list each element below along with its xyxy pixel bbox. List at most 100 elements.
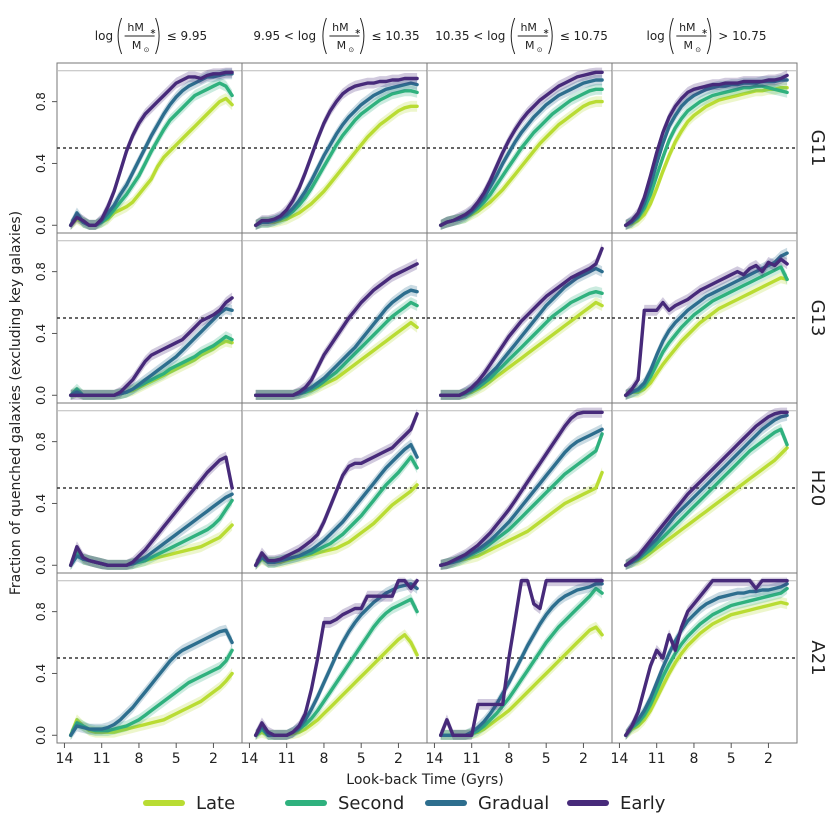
column-header-3: 10.35 < log hM ∗ M ⊙ ≤ 10.75 bbox=[435, 17, 608, 55]
band-late bbox=[440, 96, 603, 230]
line-second bbox=[624, 427, 789, 567]
left-paren bbox=[669, 17, 674, 55]
header-sun: ⊙ bbox=[144, 46, 150, 54]
line-second bbox=[624, 84, 789, 228]
y-tick-label: 0.8 bbox=[34, 92, 48, 111]
x-tick-label: 8 bbox=[689, 751, 698, 767]
legend-label-late: Late bbox=[196, 793, 235, 814]
y-tick-label: 0.8 bbox=[34, 602, 48, 621]
x-tick-label: 2 bbox=[579, 751, 588, 767]
band-gradual bbox=[440, 74, 603, 230]
y-tick-label: 0.4 bbox=[34, 664, 48, 683]
band-early bbox=[440, 577, 603, 740]
panel-G13-col3 bbox=[426, 232, 613, 404]
panel-A21-col1: 14 11 8 5 2 0.0 0.4 0.8 bbox=[34, 572, 243, 767]
x-tick-label: 11 bbox=[93, 751, 111, 767]
band-late bbox=[255, 100, 418, 230]
line-early bbox=[68, 296, 234, 397]
header-log-text: 9.95 < log bbox=[253, 29, 316, 43]
band-late bbox=[255, 629, 418, 740]
band-gradual bbox=[440, 423, 603, 570]
header-sun: ⊙ bbox=[695, 46, 701, 54]
x-tick-label: 2 bbox=[764, 751, 773, 767]
x-tick-label: 8 bbox=[319, 751, 328, 767]
line-late bbox=[624, 446, 789, 567]
legend-label-gradual: Gradual bbox=[478, 793, 549, 814]
x-tick-label: 5 bbox=[727, 751, 736, 767]
band-late bbox=[625, 597, 788, 740]
header-suffix: ≤ 9.95 bbox=[167, 29, 208, 43]
left-paren bbox=[322, 17, 327, 55]
header-star: ∗ bbox=[150, 27, 157, 36]
panel-G11-col1: 0.0 0.4 0.8 bbox=[34, 62, 243, 235]
panel-H20-col4 bbox=[611, 402, 798, 574]
line-early bbox=[624, 73, 789, 228]
legend-label-early: Early bbox=[620, 793, 666, 814]
x-tick-label: 5 bbox=[542, 751, 551, 767]
header-star: ∗ bbox=[354, 27, 361, 36]
band-late bbox=[255, 317, 418, 400]
line-late bbox=[624, 276, 789, 397]
x-tick-label: 11 bbox=[648, 751, 666, 767]
band-second bbox=[440, 286, 603, 400]
line-late bbox=[253, 104, 419, 228]
line-early bbox=[253, 579, 419, 737]
legend-label-second: Second bbox=[338, 793, 404, 814]
line-late bbox=[624, 85, 789, 228]
line-second bbox=[624, 265, 789, 397]
band-second bbox=[255, 593, 418, 740]
panel-G13-col2 bbox=[241, 232, 428, 404]
right-paren bbox=[548, 17, 553, 55]
y-tick-label: 0.0 bbox=[34, 216, 48, 235]
band-early bbox=[625, 253, 788, 400]
x-tick-label: 11 bbox=[278, 751, 296, 767]
header-numerator: hM bbox=[520, 21, 536, 34]
right-paren bbox=[155, 17, 160, 55]
line-second bbox=[624, 586, 789, 737]
header-numerator: hM bbox=[127, 21, 143, 34]
band-second bbox=[255, 451, 418, 570]
header-suffix: ≤ 10.75 bbox=[560, 29, 608, 43]
line-early bbox=[253, 412, 419, 567]
x-axis-label: Look-back Time (Gyrs) bbox=[346, 772, 503, 788]
y-tick-label: 0.4 bbox=[34, 324, 48, 343]
line-early bbox=[624, 257, 789, 397]
line-early bbox=[439, 70, 604, 228]
band-second bbox=[70, 644, 233, 740]
line-late bbox=[439, 470, 604, 567]
x-tick-label: 8 bbox=[504, 751, 513, 767]
band-early bbox=[440, 67, 603, 230]
band-late bbox=[440, 297, 603, 400]
column-header-4: log hM ∗ M ⊙ > 10.75 bbox=[647, 17, 767, 55]
row-label-H20: H20 bbox=[807, 470, 828, 506]
line-gradual bbox=[253, 81, 419, 228]
header-denominator: M bbox=[132, 39, 142, 52]
panel-G11-col2 bbox=[241, 62, 428, 234]
y-tick-label: 0.4 bbox=[34, 154, 48, 173]
line-early bbox=[253, 76, 419, 228]
header-denominator: M bbox=[337, 39, 347, 52]
left-paren bbox=[117, 17, 123, 55]
y-tick-label: 0.8 bbox=[34, 432, 48, 451]
header-log-text: 10.35 < log bbox=[435, 29, 505, 43]
header-log-text: log bbox=[647, 29, 665, 43]
line-early bbox=[624, 579, 789, 737]
line-early bbox=[439, 579, 604, 737]
panel-A21-col3: 14 11 8 5 2 bbox=[426, 572, 613, 767]
column-header-1: log hM ∗ M ⊙ ≤ 9.95 bbox=[95, 17, 208, 55]
header-sun: ⊙ bbox=[348, 46, 354, 54]
band-gradual bbox=[440, 263, 603, 400]
band-second bbox=[440, 83, 603, 230]
panel-H20-col2 bbox=[241, 402, 428, 574]
header-star: ∗ bbox=[701, 27, 708, 36]
row-label-A21: A21 bbox=[807, 640, 828, 675]
x-tick-label: 2 bbox=[209, 751, 218, 767]
line-gradual bbox=[253, 443, 419, 567]
x-tick-label: 14 bbox=[611, 751, 629, 767]
x-tick-label: 5 bbox=[172, 751, 181, 767]
line-gradual bbox=[624, 413, 789, 567]
header-suffix: > 10.75 bbox=[718, 29, 766, 43]
header-denominator: M bbox=[684, 39, 694, 52]
y-tick-label: 0.4 bbox=[34, 494, 48, 513]
panel-G13-col4 bbox=[611, 232, 798, 404]
